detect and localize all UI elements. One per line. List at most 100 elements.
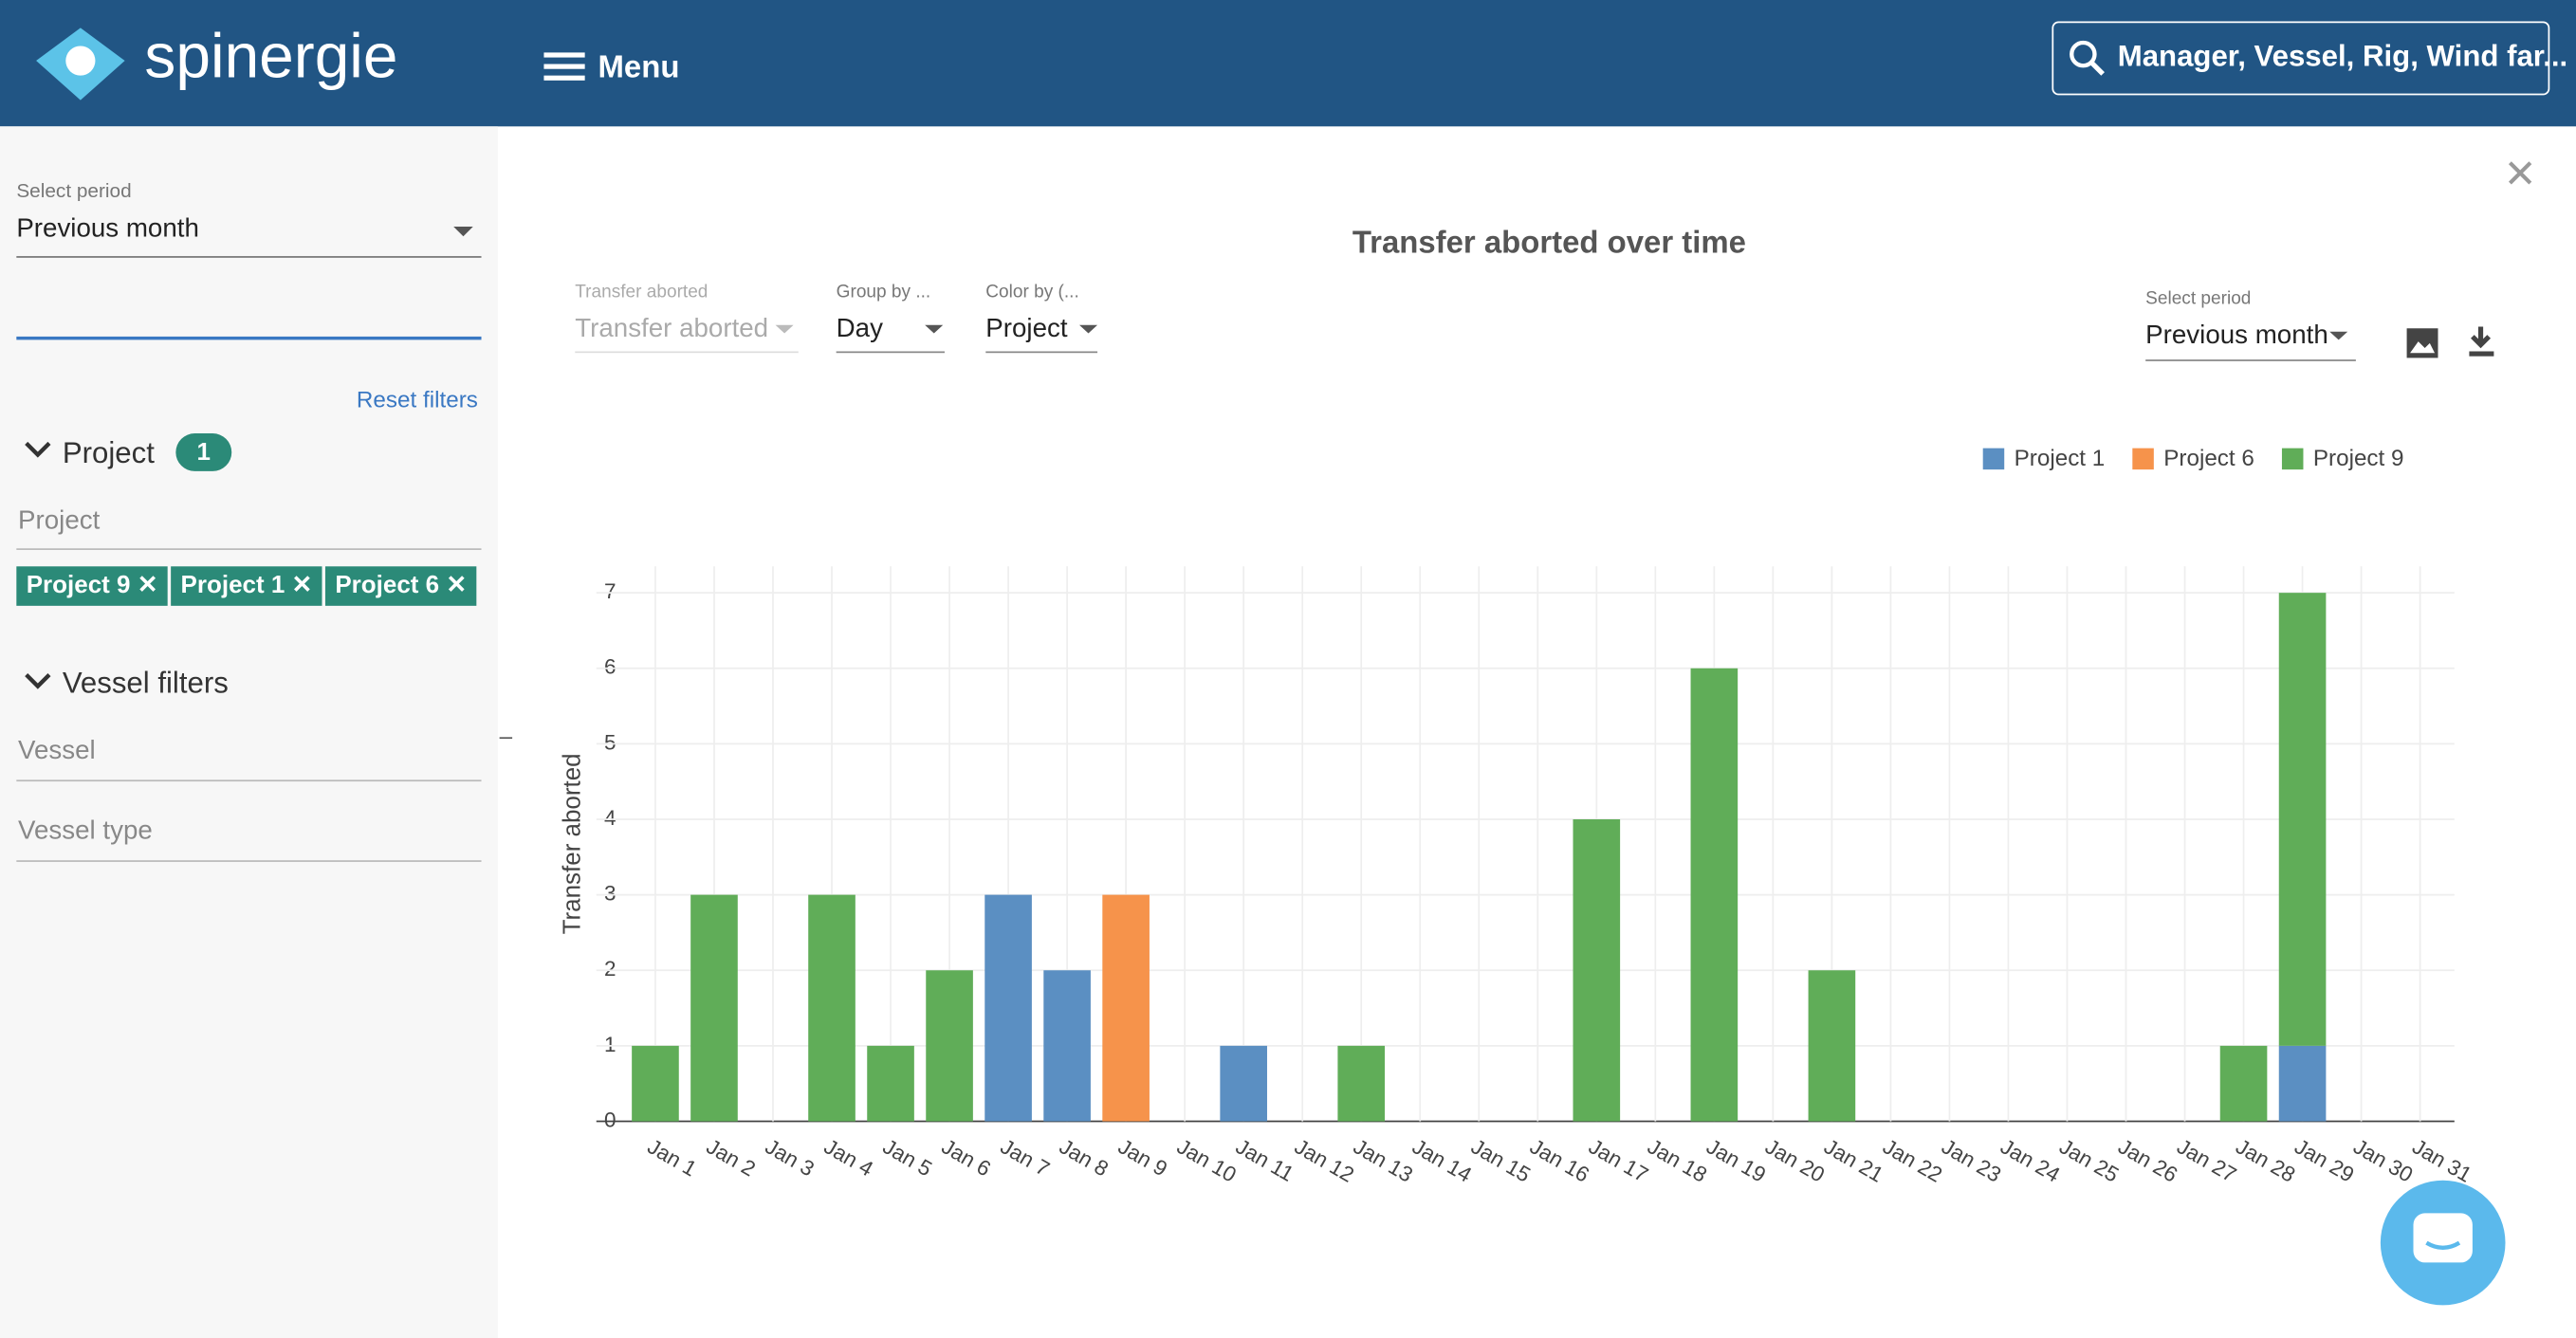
y-tick-label: 3: [604, 882, 616, 906]
y-tick-label: 4: [604, 806, 616, 830]
underline: [575, 351, 799, 354]
x-tick-label: Jan 20: [1761, 1134, 1829, 1186]
control-select[interactable]: Day: [836, 315, 883, 343]
x-tick-label: Jan 23: [1938, 1134, 2005, 1186]
x-tick-label: Jan 13: [1350, 1134, 1417, 1186]
y-tick-label: 0: [604, 1108, 616, 1131]
x-tick-label: Jan 7: [997, 1134, 1054, 1181]
search-icon: [2070, 40, 2105, 76]
legend-swatch: [1982, 448, 2005, 470]
project-input[interactable]: Project: [18, 506, 101, 536]
x-tick-label: Jan 6: [938, 1134, 995, 1181]
vessel-input[interactable]: Vessel: [18, 737, 96, 765]
menu-icon[interactable]: [543, 51, 586, 84]
underline: [16, 256, 482, 258]
legend-swatch: [2281, 448, 2304, 470]
period-label: Select period: [16, 178, 132, 202]
control-label: Select period: [2145, 288, 2252, 309]
control-select[interactable]: Project: [985, 315, 1068, 343]
x-tick-label: Jan 17: [1585, 1134, 1652, 1186]
control-select[interactable]: Previous month: [2145, 321, 2328, 350]
bar: [1573, 819, 1621, 1122]
bar: [1808, 970, 1856, 1122]
bar: [632, 1045, 679, 1122]
underline: [16, 336, 482, 340]
y-tick-label: 7: [604, 579, 616, 603]
chip[interactable]: Project 1 ✕: [171, 566, 322, 606]
x-tick-label: Jan 29: [2291, 1134, 2358, 1186]
bar: [926, 970, 973, 1122]
bar: [1102, 894, 1150, 1122]
x-tick-label: Jan 12: [1291, 1134, 1358, 1186]
bar: [2278, 593, 2327, 1046]
legend-swatch: [2132, 448, 2154, 470]
x-tick-label: Jan 27: [2173, 1134, 2240, 1186]
x-tick-label: Jan 24: [1996, 1134, 2064, 1186]
section-title[interactable]: Project: [62, 436, 155, 470]
x-tick-label: Jan 9: [1114, 1134, 1171, 1181]
bar: [867, 1045, 914, 1122]
vessel-type-input[interactable]: Vessel type: [18, 817, 153, 846]
y-tick-label: 5: [604, 730, 616, 754]
close-button[interactable]: ✕: [2503, 153, 2537, 197]
bar: [1043, 970, 1091, 1122]
logo[interactable]: spinergie: [144, 23, 398, 92]
x-tick-label: Jan 11: [1232, 1134, 1298, 1186]
y-tick-label: 2: [604, 957, 616, 981]
bar: [2278, 1045, 2327, 1122]
underline: [16, 779, 482, 782]
x-tick-label: Jan 21: [1820, 1134, 1887, 1186]
menu[interactable]: Menu: [598, 50, 680, 86]
x-tick-label: Jan 5: [879, 1134, 936, 1181]
bar: [690, 894, 738, 1122]
section-title[interactable]: Vessel filters: [62, 666, 229, 700]
x-tick-label: Jan 14: [1408, 1134, 1476, 1186]
underline: [16, 548, 482, 550]
x-tick-label: Jan 3: [762, 1134, 819, 1181]
underline: [16, 860, 482, 862]
bar: [1690, 668, 1739, 1122]
x-tick-label: Jan 2: [703, 1134, 760, 1181]
bar: [1220, 1045, 1267, 1122]
logo-icon[interactable]: [29, 22, 131, 107]
bar: [1337, 1045, 1386, 1122]
chat-icon: [2413, 1213, 2473, 1263]
chip-text: Project 6: [335, 571, 440, 599]
underline: [2145, 359, 2356, 361]
period-select[interactable]: Previous month: [16, 214, 199, 244]
reset-filters[interactable]: Reset filters: [356, 385, 478, 412]
x-tick-label: Jan 28: [2232, 1134, 2299, 1186]
y-tick-label: 6: [604, 655, 616, 679]
export-icons[interactable]: [2405, 325, 2504, 361]
legend-label: Project 1: [2015, 446, 2106, 471]
search-box[interactable]: [2052, 21, 2550, 96]
chevron[interactable]: [25, 440, 51, 460]
sidebar: [0, 126, 498, 1338]
control-label: Color by (...: [985, 282, 1079, 302]
chip[interactable]: Project 9 ✕: [16, 566, 168, 606]
chart-title: Transfer aborted over time: [1352, 225, 1746, 260]
chip-text: Project 1: [180, 571, 285, 599]
collapse-handle[interactable]: –: [499, 722, 513, 749]
bar: [2219, 1045, 2268, 1122]
control-label: Group by ...: [836, 282, 931, 302]
control-select[interactable]: Transfer aborted: [575, 315, 769, 343]
x-tick-label: Jan 31: [2408, 1134, 2475, 1186]
chevron[interactable]: [25, 671, 51, 691]
y-tick-label: 1: [604, 1033, 616, 1056]
x-tick-label: Jan 19: [1702, 1134, 1770, 1186]
dropdown-arrow: [453, 226, 473, 237]
chip-text: Project 9: [26, 571, 131, 599]
x-tick-label: Jan 18: [1644, 1134, 1711, 1186]
x-tick-label: Jan 10: [1173, 1134, 1241, 1186]
y-axis-title: Transfer aborted: [557, 753, 585, 934]
x-tick-label: Jan 15: [1467, 1134, 1535, 1186]
chip[interactable]: Project 6 ✕: [324, 566, 477, 606]
x-tick-label: Jan 8: [1056, 1134, 1113, 1181]
search-placeholder[interactable]: Manager, Vessel, Rig, Wind far...: [2117, 39, 2568, 73]
x-tick-label: Jan 22: [1879, 1134, 1946, 1186]
bar: [984, 894, 1032, 1122]
underline: [985, 351, 1098, 354]
